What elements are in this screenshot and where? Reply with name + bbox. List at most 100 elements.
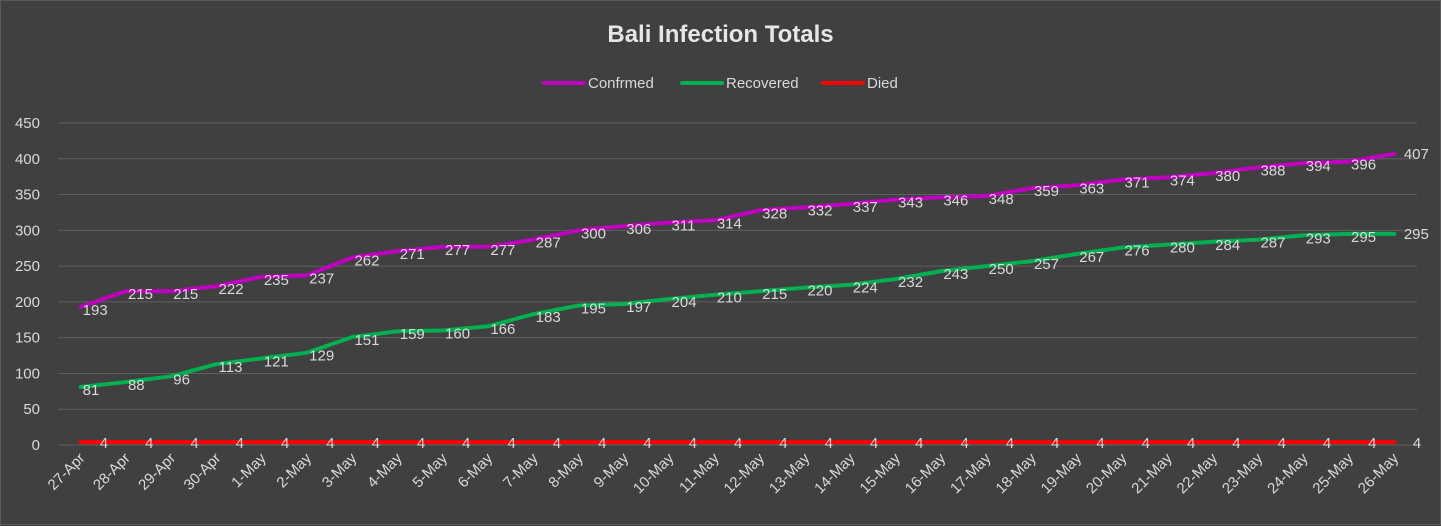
data-label: 4 <box>915 435 923 452</box>
data-label: 159 <box>400 326 425 343</box>
series-line-recovered <box>78 231 1397 389</box>
x-tick-label: 6-May <box>455 449 497 491</box>
data-label: 237 <box>309 270 334 287</box>
data-label: 193 <box>83 302 108 319</box>
data-label: 380 <box>1215 168 1240 185</box>
x-tick-label: 15-May <box>856 449 904 497</box>
data-label: 363 <box>1079 180 1104 197</box>
x-tick-label: 11-May <box>676 449 723 496</box>
x-tick-label: 30-Apr <box>181 450 225 494</box>
data-label: 250 <box>989 261 1014 278</box>
data-label: 121 <box>264 353 289 370</box>
data-label: 262 <box>354 253 379 270</box>
data-label: 96 <box>173 371 190 388</box>
data-label: 4 <box>1413 435 1421 452</box>
x-tick-label: 17-May <box>947 449 995 497</box>
data-label: 4 <box>1142 435 1150 452</box>
y-tick-label: 50 <box>23 401 40 418</box>
data-label: 346 <box>943 192 968 209</box>
data-label: 235 <box>264 272 289 289</box>
data-label: 113 <box>219 359 243 376</box>
data-label: 314 <box>717 215 742 232</box>
x-tick-label: 20-May <box>1083 449 1131 497</box>
data-label: 348 <box>989 191 1014 208</box>
y-tick-label: 350 <box>15 187 40 204</box>
data-label: 195 <box>581 300 606 317</box>
data-label: 4 <box>825 435 833 452</box>
data-label: 4 <box>643 435 651 452</box>
data-label: 295 <box>1404 226 1429 243</box>
gridlines <box>58 122 1417 446</box>
data-label: 371 <box>1125 175 1150 192</box>
series-line-confrmed <box>78 151 1397 309</box>
chart-title: Bali Infection Totals <box>607 21 834 48</box>
data-label: 4 <box>1368 435 1376 452</box>
data-label: 257 <box>1034 256 1059 273</box>
x-tick-label: 24-May <box>1264 449 1312 497</box>
data-label: 276 <box>1125 243 1150 260</box>
data-label: 4 <box>960 435 968 452</box>
x-tick-label: 19-May <box>1038 449 1086 497</box>
legend: Confrmed Recovered Died <box>542 75 898 92</box>
data-label: 284 <box>1215 237 1240 254</box>
data-label: 4 <box>145 435 153 452</box>
data-label: 4 <box>1323 435 1331 452</box>
data-label: 4 <box>553 435 561 452</box>
y-tick-label: 200 <box>15 294 40 311</box>
x-tick-label: 3-May <box>319 449 361 491</box>
data-label: 267 <box>1079 249 1104 266</box>
data-label: 359 <box>1034 183 1059 200</box>
x-tick-label: 13-May <box>766 449 814 497</box>
data-label: 4 <box>779 435 787 452</box>
data-label: 4 <box>1278 435 1286 452</box>
data-label: 204 <box>672 294 697 311</box>
data-label: 4 <box>100 435 108 452</box>
data-label: 407 <box>1404 146 1429 163</box>
data-label: 287 <box>536 235 561 252</box>
data-label: 271 <box>400 246 425 263</box>
data-label: 4 <box>236 435 244 452</box>
y-tick-label: 250 <box>15 258 40 275</box>
series-lines <box>78 151 1397 445</box>
data-label: 4 <box>1006 435 1014 452</box>
data-label: 4 <box>870 435 878 452</box>
data-label: 232 <box>898 274 923 291</box>
data-label: 306 <box>626 221 651 238</box>
data-labels: 193 215 215 222 235 237 262 271 277 277 287 300 306 3… <box>83 146 1429 452</box>
data-label: 280 <box>1170 240 1195 257</box>
x-tick-label: 27-Apr <box>45 450 89 494</box>
data-label: 394 <box>1306 158 1331 175</box>
x-tick-label: 2-May <box>273 449 315 491</box>
x-tick-label: 10-May <box>630 449 678 497</box>
data-label: 4 <box>281 435 289 452</box>
x-tick-label: 22-May <box>1174 449 1222 497</box>
x-tick-label: 16-May <box>902 449 950 497</box>
y-tick-label: 0 <box>32 437 40 454</box>
y-tick-label: 100 <box>15 365 40 382</box>
y-axis-ticks: 0 50 100 150 200 250 300 350 400 450 <box>15 115 40 454</box>
data-label: 215 <box>762 286 787 303</box>
data-label: 311 <box>672 217 696 234</box>
data-label: 160 <box>445 326 470 343</box>
data-label: 222 <box>219 281 244 298</box>
data-label: 4 <box>372 435 380 452</box>
x-tick-label: 8-May <box>545 449 587 491</box>
legend-label: Confrmed <box>588 75 654 92</box>
x-tick-label: 14-May <box>811 449 859 497</box>
data-label: 243 <box>943 266 968 283</box>
data-label: 337 <box>853 199 878 216</box>
y-tick-label: 450 <box>15 115 40 132</box>
data-label: 4 <box>1051 435 1059 452</box>
x-tick-label: 26-May <box>1355 449 1403 497</box>
x-tick-label: 21-May <box>1128 449 1176 497</box>
data-label: 151 <box>354 332 379 349</box>
x-tick-label: 1-May <box>228 449 270 491</box>
data-label: 4 <box>734 435 742 452</box>
x-tick-label: 23-May <box>1219 449 1267 497</box>
data-label: 300 <box>581 225 606 242</box>
x-tick-label: 12-May <box>721 449 769 497</box>
data-label: 129 <box>309 348 334 365</box>
data-label: 4 <box>689 435 697 452</box>
data-label: 293 <box>1306 230 1331 247</box>
